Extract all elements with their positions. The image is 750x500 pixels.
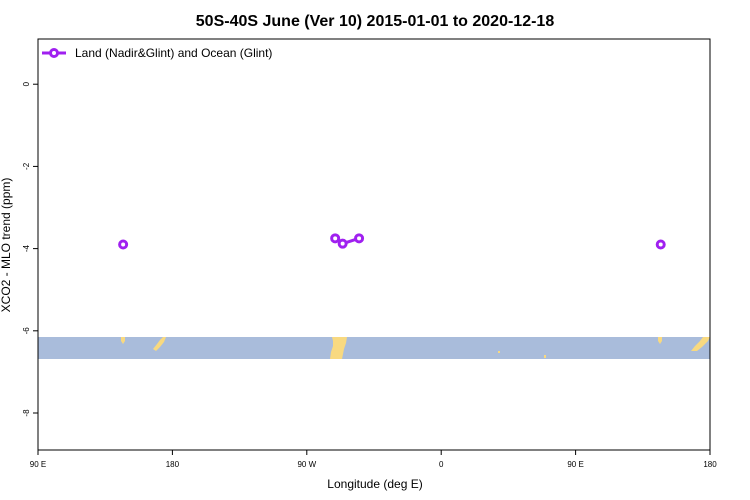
data-point <box>118 239 129 250</box>
ocean-band <box>38 337 710 359</box>
series-layer <box>118 233 666 250</box>
legend-series-label: Land (Nadir&Glint) and Ocean (Glint) <box>75 46 272 60</box>
land-mass <box>691 337 710 351</box>
map-band <box>38 337 710 359</box>
x-tick-label: 180 <box>166 460 180 469</box>
y-tick-label: -8 <box>22 409 31 417</box>
land-mass <box>544 355 546 358</box>
data-point <box>655 239 666 250</box>
land-mass <box>658 337 662 344</box>
y-axis-label: XCO2 - MLO trend (ppm) <box>0 178 13 313</box>
x-tick-label: 90 E <box>567 460 583 469</box>
chart-title: 50S-40S June (Ver 10) 2015-01-01 to 2020… <box>196 13 555 30</box>
x-tick-label: 90 E <box>30 460 46 469</box>
y-tick-label: -2 <box>22 162 31 170</box>
data-point <box>330 233 341 244</box>
plot-frame <box>37 38 711 451</box>
x-tick-label: 90 W <box>297 460 316 469</box>
legend-marker-swatch <box>49 48 59 58</box>
x-axis-label: Longitude (deg E) <box>327 477 422 491</box>
land-mass <box>498 351 500 353</box>
data-point <box>354 233 365 244</box>
legend: Land (Nadir&Glint) and Ocean (Glint) <box>42 46 272 60</box>
land-mass <box>153 337 166 351</box>
x-axis: 90 E 180 90 W 0 90 E 180 <box>30 450 717 469</box>
x-tick-label: 0 <box>439 460 444 469</box>
land-mass <box>330 337 347 359</box>
y-tick-label: -6 <box>22 327 31 335</box>
y-axis: 0 -2 -4 -6 -8 <box>22 81 38 417</box>
y-tick-label: -4 <box>22 245 31 253</box>
data-point <box>337 238 348 249</box>
plot-area <box>37 38 711 451</box>
y-tick-label: 0 <box>22 81 31 86</box>
x-tick-label: 180 <box>703 460 717 469</box>
land-mass <box>121 337 125 344</box>
